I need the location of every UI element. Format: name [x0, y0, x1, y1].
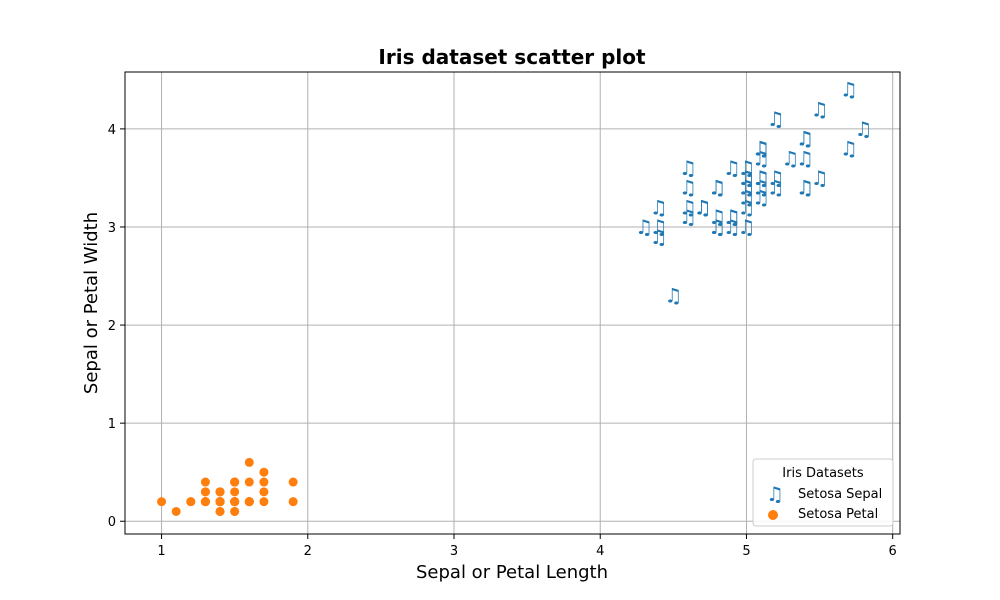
x-tick-label: 1: [157, 544, 165, 559]
setosa-sepal-point: ♫: [650, 215, 668, 239]
setosa-petal-point: [244, 457, 254, 467]
y-axis-label: Sepal or Petal Width: [81, 212, 102, 394]
setosa-sepal-point: ♫: [708, 176, 726, 200]
setosa-sepal-point: ♫: [679, 176, 697, 200]
setosa-sepal-point: ♫: [752, 166, 770, 190]
x-tick-label: 5: [742, 544, 750, 559]
legend-box: [752, 458, 894, 527]
legend-title: Iris Datasets: [782, 466, 864, 481]
legend-label-setosa-sepal: Setosa Sepal: [798, 487, 882, 502]
setosa-sepal-point: ♫: [694, 195, 712, 219]
setosa-sepal-point: ♫: [737, 195, 755, 219]
x-axis-label: Sepal or Petal Length: [416, 562, 608, 583]
legend-label-setosa-petal: Setosa Petal: [798, 507, 878, 522]
axis-ticks: 1 2 3 4 5 6 0 1 2 3 4: [108, 123, 897, 559]
setosa-petal-point: [244, 477, 254, 487]
setosa-petal-point: [215, 487, 225, 497]
setosa-sepal-point: ♫: [737, 176, 755, 200]
setosa-sepal-point: ♫: [752, 166, 770, 190]
setosa-sepal-point: ♫: [752, 186, 770, 210]
setosa-sepal-point: ♫: [723, 215, 741, 239]
setosa-sepal-point: ♫: [854, 117, 872, 141]
setosa-sepal-point: ♫: [723, 156, 741, 180]
setosa-sepal-point: ♫: [635, 215, 653, 239]
setosa-petal-point: [157, 497, 167, 507]
setosa-petal-point: [215, 506, 225, 516]
setosa-sepal-point: ♫: [767, 107, 785, 131]
setosa-sepal-point: ♫: [708, 215, 726, 239]
setosa-sepal-point: ♫: [737, 166, 755, 190]
setosa-sepal-point: ♫: [811, 166, 829, 190]
setosa-sepal-point: ♫: [737, 156, 755, 180]
setosa-sepal-point: ♫: [723, 205, 741, 229]
setosa-petal-point: [200, 497, 210, 507]
setosa-petal-point: [244, 497, 254, 507]
setosa-petal-point: [288, 497, 298, 507]
setosa-sepal-point: ♫: [752, 137, 770, 161]
setosa-petal-point: [230, 506, 240, 516]
x-tick-label: 4: [596, 544, 604, 559]
setosa-sepal-point: ♫: [679, 195, 697, 219]
setosa-sepal-point: ♫: [811, 97, 829, 121]
setosa-sepal-point: ♫: [737, 215, 755, 239]
setosa-sepal-point: ♫: [767, 176, 785, 200]
setosa-sepal-point: ♫: [723, 205, 741, 229]
setosa-sepal-point: ♫: [796, 176, 814, 200]
setosa-sepal-point: ♫: [679, 156, 697, 180]
setosa-petal-point: [259, 467, 269, 477]
setosa-petal-point: [171, 506, 181, 516]
setosa-sepal-point: ♫: [752, 146, 770, 170]
setosa-petal-point: [230, 487, 240, 497]
setosa-sepal-point: ♫: [708, 215, 726, 239]
data-points: ♫♫♫♫♫♫♫ ♫♫♫♫♫♫♫♫♫♫♫♫♫♫♫♫♫♫♫♫ ♫♫♫♫♫♫ ♫♫♫♫♫♫♫…: [157, 78, 872, 516]
chart-title: Iris dataset scatter plot: [378, 45, 646, 69]
y-tick-label: 0: [108, 515, 116, 530]
setosa-sepal-point: ♫: [840, 137, 858, 161]
setosa-petal-point: [200, 477, 210, 487]
setosa-petal-point: [215, 497, 225, 507]
setosa-sepal-point: ♫: [752, 137, 770, 161]
y-tick-label: 4: [108, 123, 116, 138]
setosa-petal-point: [186, 497, 196, 507]
setosa-petal-point: [288, 477, 298, 487]
setosa-sepal-point: ♫: [664, 284, 682, 308]
legend-marker-setosa-petal: [768, 510, 778, 520]
y-tick-label: 2: [108, 319, 116, 334]
x-tick-label: 3: [450, 544, 458, 559]
setosa-sepal-point: ♫: [679, 205, 697, 229]
y-tick-label: 3: [108, 221, 116, 236]
setosa-sepal-point: ♫: [737, 166, 755, 190]
setosa-sepal-point: ♫: [708, 176, 726, 200]
setosa-sepal-point: ♫: [694, 195, 712, 219]
plot-frame: [124, 71, 901, 535]
x-tick-label: 2: [304, 544, 312, 559]
setosa-petal-point: [259, 487, 269, 497]
setosa-sepal-point: ♫: [708, 205, 726, 229]
setosa-petal-point: [230, 497, 240, 507]
setosa-sepal-point: ♫: [737, 186, 755, 210]
setosa-sepal-point: ♫: [796, 127, 814, 151]
setosa-sepal-point: ♫: [840, 78, 858, 102]
setosa-sepal-point: ♫: [796, 127, 814, 151]
setosa-sepal-point: ♫: [781, 146, 799, 170]
setosa-sepal-point: ♫: [650, 195, 668, 219]
setosa-sepal-point: ♫: [650, 225, 668, 249]
setosa-petal-point: [259, 497, 269, 507]
setosa-sepal-point: ♫: [796, 146, 814, 170]
setosa-petal-point: [230, 477, 240, 487]
legend-marker-setosa-sepal: ♫: [766, 482, 784, 506]
setosa-sepal-point: ♫: [767, 166, 785, 190]
setosa-petal-point: [200, 487, 210, 497]
setosa-sepal-point: ♫: [796, 176, 814, 200]
y-tick-label: 1: [108, 417, 116, 432]
x-tick-label: 6: [889, 544, 897, 559]
setosa-sepal-point: ♫: [752, 176, 770, 200]
setosa-sepal-point: ♫: [737, 176, 755, 200]
setosa-sepal-point: ♫: [752, 137, 770, 161]
legend: Iris Datasets ♫ Setosa Sepal Setosa Peta…: [752, 458, 894, 527]
setosa-petal-point: [259, 477, 269, 487]
